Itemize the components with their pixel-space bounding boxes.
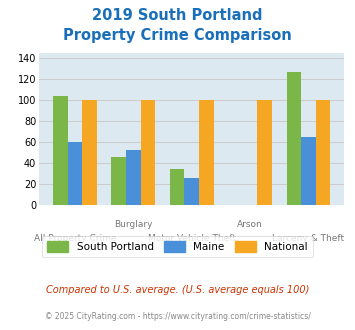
Text: Compared to U.S. average. (U.S. average equals 100): Compared to U.S. average. (U.S. average … <box>46 285 309 295</box>
Text: 2019 South Portland: 2019 South Portland <box>92 8 263 23</box>
Bar <box>316 100 331 205</box>
Bar <box>301 137 316 205</box>
Text: Larceny & Theft: Larceny & Theft <box>273 234 345 243</box>
Text: Property Crime Comparison: Property Crime Comparison <box>63 28 292 43</box>
Text: Burglary: Burglary <box>114 220 153 229</box>
Bar <box>53 96 67 205</box>
Bar <box>141 100 155 205</box>
Text: Motor Vehicle Theft: Motor Vehicle Theft <box>148 234 236 243</box>
Bar <box>286 72 301 205</box>
Bar <box>199 100 214 205</box>
Text: All Property Crime: All Property Crime <box>34 234 116 243</box>
Text: Arson: Arson <box>237 220 263 229</box>
Bar <box>170 169 184 205</box>
Text: © 2025 CityRating.com - https://www.cityrating.com/crime-statistics/: © 2025 CityRating.com - https://www.city… <box>45 312 310 321</box>
Bar <box>67 142 82 205</box>
Bar <box>126 150 141 205</box>
Bar <box>82 100 97 205</box>
Bar <box>184 179 199 205</box>
Bar <box>257 100 272 205</box>
Bar <box>111 157 126 205</box>
Legend: South Portland, Maine, National: South Portland, Maine, National <box>42 236 313 257</box>
